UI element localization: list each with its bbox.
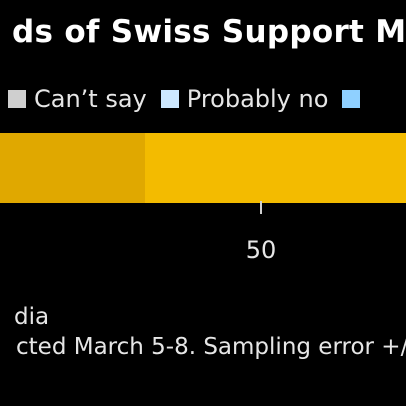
x-tick-label-50: 50 — [246, 236, 277, 264]
methodology-note: cted March 5-8. Sampling error +/ — [16, 334, 406, 360]
legend-label-cant-say: Can’t say — [34, 85, 147, 113]
legend-item-probably-no: Probably no — [160, 85, 329, 113]
legend-swatch-definitely-no — [342, 90, 361, 108]
legend-swatch-cant-say — [8, 90, 26, 108]
legend-swatch-probably-no — [160, 90, 179, 108]
chart-title: ds of Swiss Support Mi — [12, 14, 406, 50]
chart-legend: Can’t say Probably no — [0, 84, 386, 114]
legend-item-cant-say: Can’t say — [0, 85, 147, 113]
legend-item-definitely-no — [342, 90, 372, 108]
legend-label-probably-no: Probably no — [186, 85, 329, 113]
source-note: dia — [14, 304, 50, 330]
bar-segment-1 — [0, 133, 145, 203]
bar-segment-2 — [145, 133, 406, 203]
